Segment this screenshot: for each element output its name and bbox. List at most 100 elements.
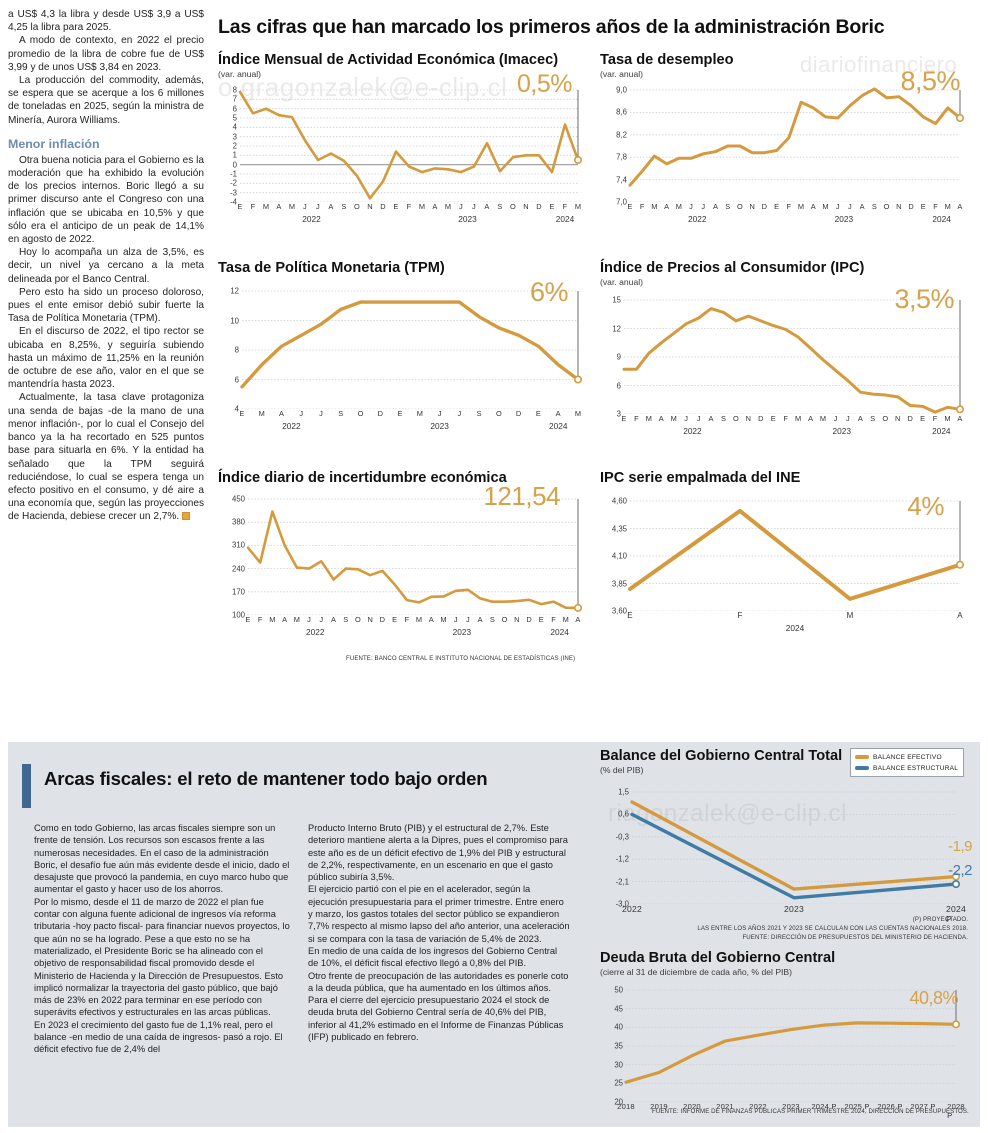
x-tick-label: S: [720, 414, 727, 423]
x-tick-label: A: [658, 414, 664, 423]
chart-subtitle: (% del PIB): [600, 765, 644, 775]
bottom-paragraph: Como en todo Gobierno, las arcas fiscale…: [34, 823, 290, 895]
article-subheading: Menor inflación: [8, 136, 100, 151]
y-tick-label: 8,2: [616, 130, 627, 140]
y-tick-label: 6: [232, 104, 237, 114]
plot-area: 9,0 8,6 8,2 7,8 7,4 7,0 E F M A M J J A S O N D E F M A M J J A S O…: [600, 66, 968, 225]
x-tick-label: J: [459, 202, 463, 211]
y-tick-label: -0,3: [615, 832, 629, 842]
x-axis-year-labels: 2022 2023 2024: [218, 213, 586, 225]
year-label: 2024: [550, 627, 569, 637]
chart-subtitle: (var. anual): [600, 277, 643, 287]
x-tick-label: J: [848, 202, 852, 211]
plot-area: 450 380 310 240 170 100 E F M A M J J A S O N D E F M A M J J A S O…: [218, 481, 586, 638]
x-tick-label: D: [758, 414, 764, 423]
x-tick-label: F: [562, 202, 568, 211]
x-tick-label: D: [526, 615, 532, 624]
y-tick-label: -3: [230, 188, 237, 198]
x-tick-label: M: [846, 611, 854, 620]
y-tick-label: 7,4: [616, 175, 627, 185]
x-tick-label: S: [343, 615, 349, 624]
x-tick-label: A: [808, 414, 814, 423]
x-tick-label: M: [258, 409, 265, 418]
year-label: 2024: [785, 623, 805, 633]
y-tick-label: 1,5: [618, 787, 629, 797]
legend-item: BALANCE ESTRUCTURAL: [855, 763, 958, 773]
x-tick-label: A: [957, 202, 963, 211]
chart-title: Tasa de Política Monetaria (TPM): [218, 260, 445, 276]
bottom-paragraph: Para el cierre del ejercicio presupuesta…: [308, 995, 564, 1043]
chart-subtitle: (var. anual): [218, 69, 261, 79]
y-tick-label: 4: [234, 404, 239, 414]
x-tick-label: E: [920, 414, 926, 423]
x-tick-label: M: [944, 414, 951, 423]
y-tick-label: 7,0: [616, 197, 627, 207]
chart-callout-value: -2,2: [948, 862, 972, 879]
y-tick-label: 35: [614, 1041, 623, 1051]
bottom-text-column-2: Producto Interno Bruto (PIB) y el estruc…: [308, 822, 570, 1043]
x-tick-label: E: [245, 615, 251, 624]
x-tick-label: J: [684, 414, 689, 423]
article-paragraph-text: Actualmente, la tasa clave protagoniza u…: [8, 392, 204, 523]
x-tick-label: J: [319, 615, 324, 624]
article-paragraph: a US$ 4,3 la libra y desde US$ 3,9 a US$…: [8, 9, 204, 34]
x-tick-label: 2022: [622, 904, 642, 914]
x-tick-label: J: [437, 409, 442, 418]
x-tick-label: J: [299, 409, 304, 418]
x-tick-label: S: [489, 615, 496, 624]
chart-note-1: (P) PROYECTADO.: [912, 916, 968, 923]
y-tick-label: 8: [234, 345, 239, 355]
plot-area: 4,60 4,35 4,10 3,85 3,60 E F M A 2024 4%: [600, 491, 968, 634]
x-tick-label: D: [379, 615, 386, 624]
y-axis-labels: 450 380 310 240 170 100: [218, 491, 245, 620]
article-paragraph: Pero esto ha sido un proceso doloroso, p…: [8, 286, 204, 325]
x-tick-label: O: [883, 202, 890, 211]
y-tick-label: -2: [230, 178, 237, 188]
chart-callout-value: 40,8%: [909, 988, 958, 1008]
x-tick-label: N: [514, 615, 520, 624]
x-tick-label: J: [303, 202, 307, 211]
year-label: 2023: [458, 214, 477, 224]
chart-legend: BALANCE EFECTIVO BALANCE ESTRUCTURAL: [850, 748, 965, 777]
bottom-paragraph: Por lo mismo, desde el 11 de marzo de 20…: [34, 896, 290, 1018]
y-tick-label: 3,85: [611, 579, 627, 588]
bottom-panel: riagonzalek@e-clip.cl Arcas fiscales: el…: [8, 742, 980, 1127]
y-tick-label: 45: [614, 1004, 623, 1014]
x-tick-label: A: [957, 414, 963, 423]
year-label: 2022: [282, 421, 301, 431]
y-axis-labels: 50 45 40 35 30 25 20: [600, 982, 623, 1107]
x-tick-label: S: [497, 202, 503, 211]
x-tick-label: O: [510, 202, 516, 211]
x-tick-label: A: [555, 409, 561, 418]
y-tick-label: 240: [231, 564, 245, 574]
x-tick-label: A: [428, 615, 434, 624]
chart-callout-value: 0,5%: [517, 70, 572, 98]
x-tick-label: N: [896, 202, 902, 211]
x-tick-label: M: [562, 615, 569, 624]
x-tick-label: E: [621, 414, 627, 423]
y-axis-labels: 4,60 4,35 4,10 3,85 3,60: [600, 491, 627, 616]
article-paragraph: En el discurso de 2022, el tipo rector s…: [8, 326, 204, 391]
x-tick-label: M: [415, 615, 423, 624]
x-tick-label: F: [783, 414, 789, 423]
y-tick-label: 0: [232, 160, 237, 170]
y-tick-label: 40: [614, 1022, 623, 1032]
year-label: 2024: [932, 426, 951, 436]
x-tick-label: F: [257, 615, 263, 624]
x-tick-label: E: [393, 202, 399, 211]
x-tick-label: 2028 P: [947, 1102, 965, 1120]
x-tick-label: E: [774, 202, 780, 211]
x-tick-label: F: [404, 615, 410, 624]
x-tick-label: 2024 P: [946, 904, 966, 924]
x-tick-label: O: [355, 615, 361, 624]
x-tick-label: M: [944, 202, 951, 211]
x-tick-label: 2021: [716, 1102, 734, 1111]
y-axis-labels: 12 10 8 6 4: [218, 281, 239, 414]
chart-ipc-ine: IPC serie empalmada del INE 4,60 4,35 4,10…: [600, 470, 968, 634]
x-tick-label: F: [551, 615, 556, 624]
x-tick-label: 2020: [683, 1102, 701, 1111]
x-tick-label: E: [549, 202, 555, 211]
